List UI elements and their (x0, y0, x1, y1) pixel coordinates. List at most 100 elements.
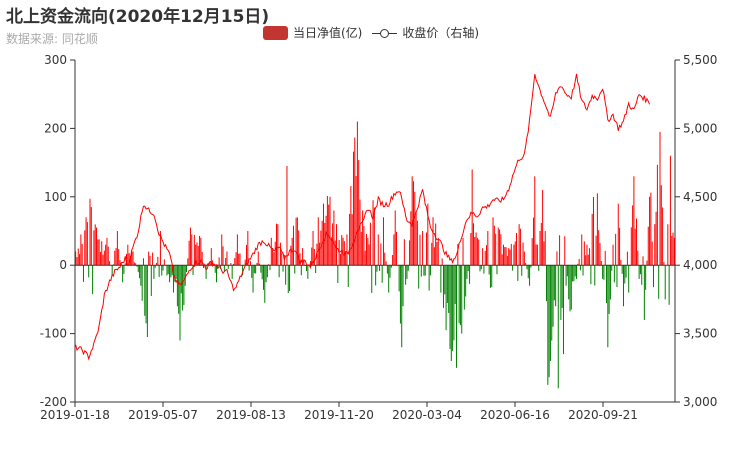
legend-label-inflow: 当日净值(亿) (293, 26, 363, 40)
inflow-bar (424, 265, 426, 276)
inflow-bar (249, 261, 251, 266)
inflow-bar (651, 241, 653, 266)
inflow-bar (577, 263, 579, 266)
inflow-bar (294, 265, 296, 274)
inflow-bar (546, 265, 548, 302)
inflow-bar (450, 265, 452, 361)
inflow-bar (405, 265, 407, 285)
inflow-bar (176, 265, 178, 307)
inflow-bar (373, 207, 375, 266)
inflow-bar (592, 197, 594, 266)
inflow-bar (179, 265, 181, 341)
inflow-bar (667, 224, 669, 266)
inflow-bar (536, 244, 538, 266)
inflow-bar (282, 265, 284, 272)
inflow-bar (444, 265, 446, 295)
legend-item-inflow[interactable]: 当日净值(亿) (263, 24, 362, 41)
inflow-bar (257, 251, 259, 266)
inflow-bar (157, 256, 159, 266)
inflow-bar (508, 248, 510, 266)
inflow-bar (596, 193, 598, 266)
inflow-bar (118, 249, 120, 266)
inflow-bar (210, 248, 212, 266)
inflow-bar (196, 242, 198, 266)
inflow-bar (193, 234, 195, 266)
inflow-bar (126, 253, 128, 266)
inflow-bar (269, 265, 271, 271)
inflow-bar (453, 265, 455, 341)
inflow-bar (303, 259, 305, 266)
inflow-bar (216, 265, 218, 283)
inflow-bar (290, 245, 292, 266)
inflow-bar (306, 265, 308, 271)
inflow-bar (295, 217, 297, 266)
inflow-bar (371, 265, 373, 293)
inflow-bar (166, 265, 168, 276)
inflow-bar (442, 265, 444, 308)
inflow-bar (386, 265, 388, 274)
inflow-bar (75, 251, 77, 266)
inflow-bar (150, 265, 152, 296)
inflow-bar (568, 265, 570, 300)
inflow-bar (512, 265, 514, 271)
inflow-bar (234, 258, 236, 266)
inflow-bar (479, 265, 481, 272)
inflow-bar (158, 265, 160, 277)
inflow-bar (437, 237, 439, 266)
inflow-bar (611, 265, 613, 271)
inflow-bar (401, 265, 403, 348)
inflow-bar (559, 235, 561, 266)
inflow-bar (214, 265, 216, 273)
inflow-bar (256, 262, 258, 266)
inflow-bar (191, 234, 193, 266)
inflow-bar (195, 244, 197, 266)
inflow-bar (583, 241, 585, 266)
inflow-bar (407, 265, 409, 271)
inflow-bar (569, 265, 571, 312)
inflow-bar (307, 265, 309, 279)
inflow-bar (502, 244, 504, 266)
inflow-bar (534, 176, 536, 266)
left-tick-label: 300 (44, 53, 67, 67)
inflow-bar (552, 265, 554, 327)
inflow-bar (244, 259, 246, 266)
inflow-bar (538, 265, 540, 271)
inflow-bar (136, 265, 138, 267)
inflow-bar (428, 265, 430, 291)
inflow-bar (351, 214, 353, 266)
inflow-bar (356, 121, 358, 266)
inflow-bar (96, 227, 98, 266)
inflow-bar (137, 265, 139, 273)
left-tick-label: 0 (59, 258, 67, 272)
inflow-bar (591, 213, 593, 266)
inflow-bar (493, 225, 495, 266)
inflow-bar (339, 253, 341, 266)
inflow-bar (613, 265, 615, 283)
inflow-bar (634, 228, 636, 266)
x-tick-label: 2019-11-20 (304, 408, 374, 422)
inflow-bar (299, 253, 301, 266)
inflow-bar (352, 151, 354, 266)
inflow-bar (663, 262, 665, 266)
x-tick-label: 2019-01-18 (40, 408, 110, 422)
inflow-bar (312, 231, 314, 266)
inflow-bar (159, 231, 161, 266)
inflow-bar (107, 246, 109, 266)
inflow-bar (499, 229, 501, 266)
inflow-bar (475, 232, 477, 266)
inflow-bar (551, 265, 553, 341)
inflow-bar (329, 196, 331, 266)
inflow-bar (535, 244, 537, 266)
legend-item-close[interactable]: 收盘价（右轴) (372, 24, 479, 41)
inflow-bar (103, 250, 105, 266)
inflow-bar (264, 265, 266, 303)
inflow-bar (188, 240, 190, 266)
inflow-bar (543, 241, 545, 266)
inflow-bar (607, 265, 609, 348)
inflow-bar (260, 265, 262, 273)
inflow-bar (101, 241, 103, 266)
inflow-bar (200, 237, 202, 266)
inflow-bar (636, 218, 638, 266)
inflow-bar (645, 265, 647, 290)
inflow-bar (539, 231, 541, 266)
